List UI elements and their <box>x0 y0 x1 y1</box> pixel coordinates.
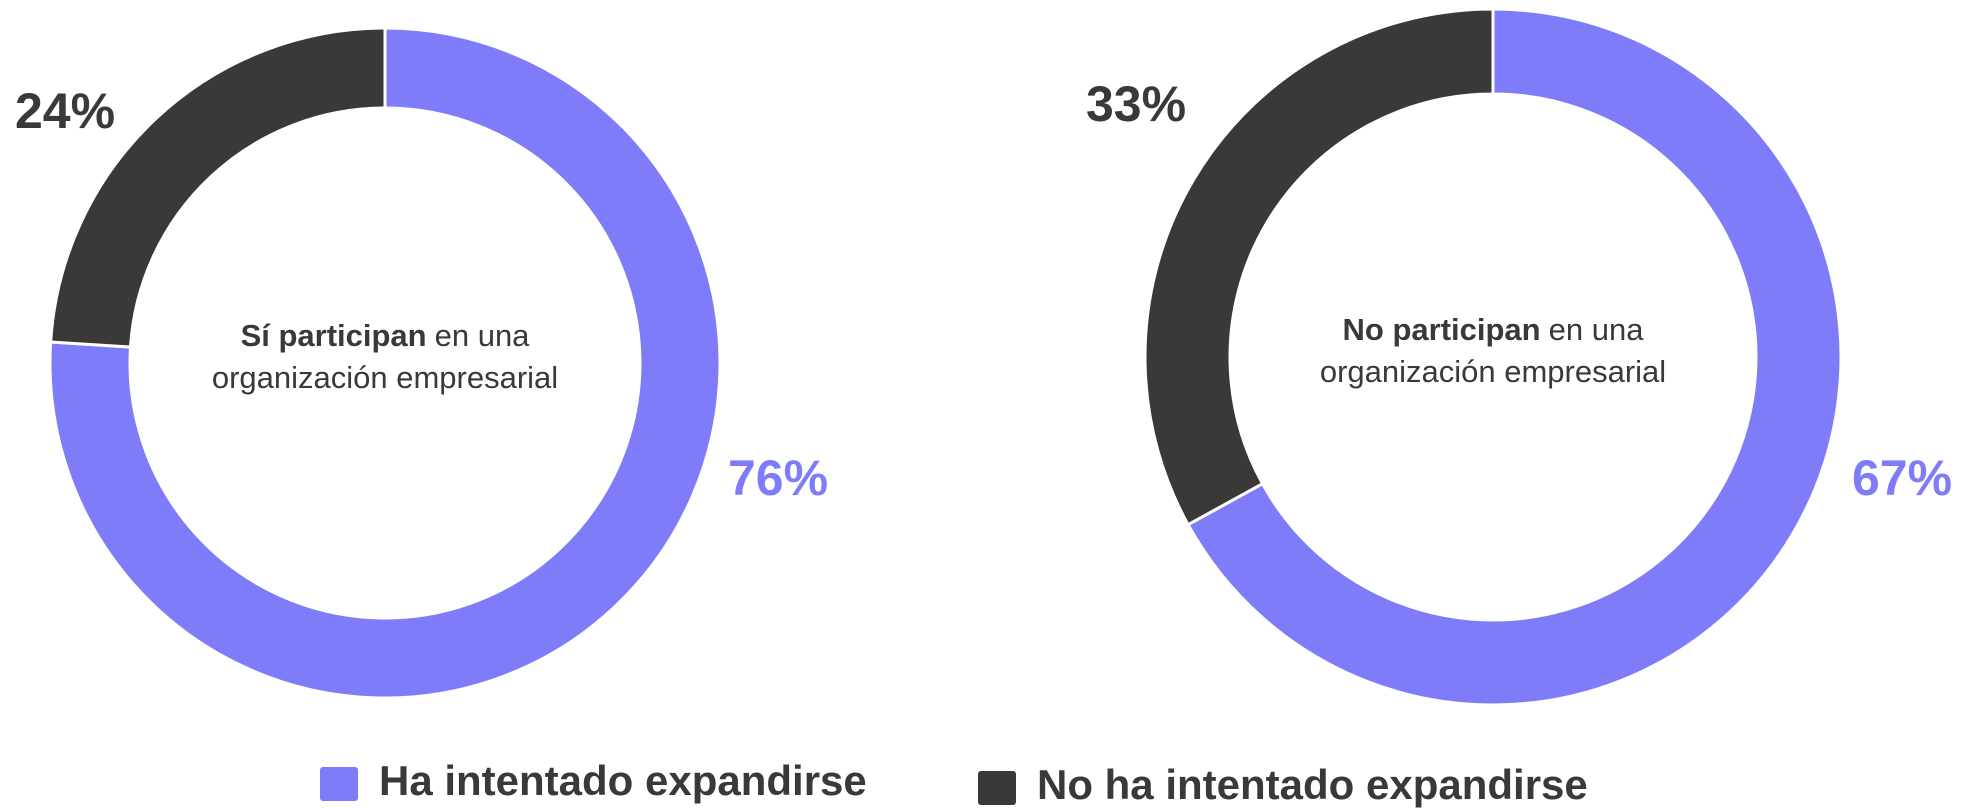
legend-swatch <box>978 771 1016 805</box>
center-text: en una <box>435 318 531 353</box>
donut-slice <box>48 26 722 700</box>
legend-swatch <box>320 767 358 801</box>
value-label: 67% <box>1852 450 1952 506</box>
center-label: organización empresarial <box>1320 354 1666 389</box>
donut-slice <box>1143 7 1495 527</box>
donut-slice <box>1186 7 1843 707</box>
value-label: 76% <box>728 450 828 506</box>
center-bold: Sí participan <box>241 318 427 353</box>
value-label: 33% <box>1086 76 1186 132</box>
value-label: 24% <box>15 83 115 139</box>
center-label: organización empresarial <box>212 360 558 395</box>
center-text: en una <box>1549 312 1645 347</box>
legend-label: No ha intentado expandirse <box>1037 761 1588 808</box>
center-label: Sí participan en una <box>241 318 531 353</box>
center-label: No participan en una <box>1343 312 1645 347</box>
donut-slice <box>49 26 387 349</box>
center-bold: No participan <box>1343 312 1541 347</box>
legend-label: Ha intentado expandirse <box>379 757 867 804</box>
